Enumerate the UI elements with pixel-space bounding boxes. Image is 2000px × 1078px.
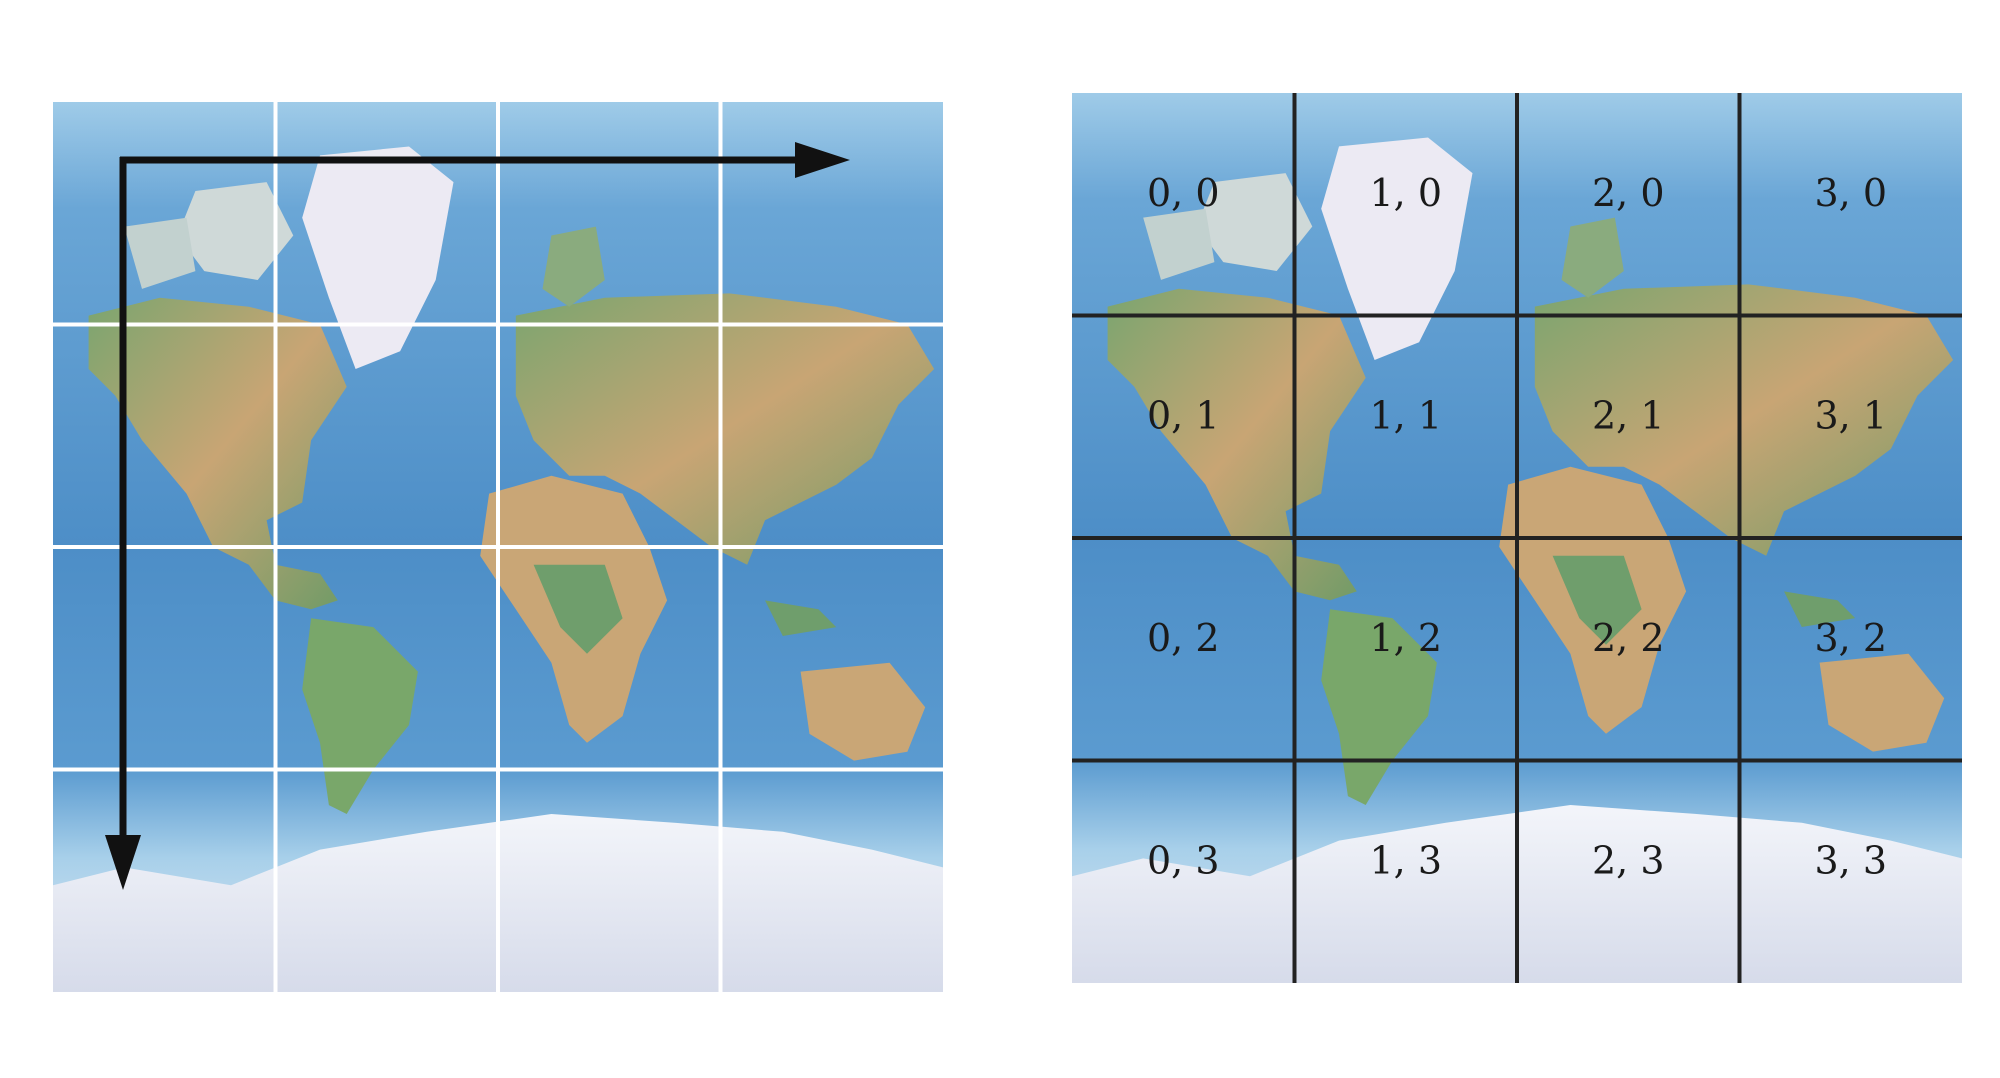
tile-label: 0, 2 <box>1147 616 1220 660</box>
tile-label: 0, 0 <box>1147 171 1220 215</box>
tile-label: 2, 2 <box>1592 616 1665 660</box>
tile-label: 2, 3 <box>1592 838 1665 882</box>
x-axis-arrowhead <box>795 142 850 178</box>
tile-labels: 0, 0 1, 0 2, 0 3, 0 0, 1 1, 1 2, 1 3, 1 0, 2 1, 2… <box>1147 171 1887 883</box>
tile-label: 1, 0 <box>1369 171 1442 215</box>
left-tile-grid <box>53 102 943 992</box>
tile-label: 3, 0 <box>1814 171 1887 215</box>
tile-label: 0, 1 <box>1147 393 1220 437</box>
tile-label: 2, 0 <box>1592 171 1665 215</box>
tile-label: 0, 3 <box>1147 838 1220 882</box>
tile-label: 3, 3 <box>1814 838 1887 882</box>
tile-label: 1, 1 <box>1369 393 1442 437</box>
right-tile-grid <box>1072 93 1962 983</box>
tile-label: 3, 2 <box>1814 616 1887 660</box>
y-axis-arrowhead <box>105 835 141 890</box>
tile-label: 2, 1 <box>1592 393 1665 437</box>
tile-label: 1, 3 <box>1369 838 1442 882</box>
axis-arrows <box>105 142 850 890</box>
right-map-panel: 0, 0 1, 0 2, 0 3, 0 0, 1 1, 1 2, 1 3, 1 0, 2 1, 2… <box>1072 93 1962 983</box>
left-map-panel <box>53 102 943 992</box>
tile-label: 1, 2 <box>1369 616 1442 660</box>
tile-label: 3, 1 <box>1814 393 1887 437</box>
